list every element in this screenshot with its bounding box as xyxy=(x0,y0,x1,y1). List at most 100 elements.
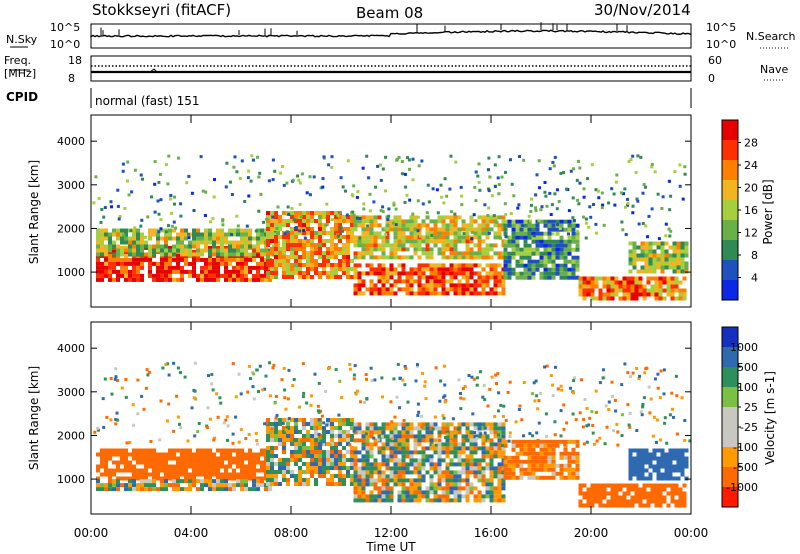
echo-cell xyxy=(264,265,268,270)
echo-cell xyxy=(334,482,338,486)
echo-cell xyxy=(164,472,168,477)
echo-cell xyxy=(180,265,184,270)
echo-cell xyxy=(326,251,330,255)
echo-cell xyxy=(212,257,216,262)
echo-cell xyxy=(429,482,434,487)
echo-cell xyxy=(100,448,104,453)
echo-cell xyxy=(270,267,274,271)
echo-cell xyxy=(656,456,661,461)
echo-cell xyxy=(664,253,669,258)
echo-cell xyxy=(413,426,418,431)
echo-cell xyxy=(276,205,280,209)
echo-cell xyxy=(278,466,282,470)
echo-cell xyxy=(425,494,430,499)
echo-cell xyxy=(212,468,216,473)
echo-cell xyxy=(457,378,461,382)
echo-cell xyxy=(260,476,264,481)
echo-cell xyxy=(326,450,330,454)
echo-cell xyxy=(192,396,196,400)
echo-cell xyxy=(639,410,643,414)
echo-cell xyxy=(409,422,414,427)
echo-cell xyxy=(535,259,540,264)
echo-cell xyxy=(680,249,685,254)
echo-cell xyxy=(129,229,133,233)
echo-cell xyxy=(437,430,442,435)
echo-cell xyxy=(439,379,443,383)
echo-cell xyxy=(292,378,296,381)
echo-cell xyxy=(553,155,557,159)
echo-cell xyxy=(429,438,434,443)
echo-cell xyxy=(180,232,184,237)
echo-cell xyxy=(248,240,252,245)
echo-cell xyxy=(437,494,442,499)
echo-cell xyxy=(622,288,627,293)
echo-cell xyxy=(160,261,164,266)
echo-cell xyxy=(441,247,446,252)
echo-cell xyxy=(326,259,330,263)
echo-cell xyxy=(664,452,669,457)
echo-cell xyxy=(282,434,286,438)
echo-cell xyxy=(519,447,524,452)
echo-cell xyxy=(338,231,342,235)
echo-cell xyxy=(507,275,512,280)
noise-left-label: N.Sky xyxy=(6,33,38,46)
echo-cell xyxy=(255,368,259,372)
echo-cell xyxy=(515,263,520,268)
echo-cell xyxy=(417,223,422,228)
echo-cell xyxy=(640,476,645,481)
echo-cell xyxy=(631,154,635,158)
echo-cell xyxy=(656,257,661,262)
echo-cell xyxy=(527,251,532,256)
echo-cell xyxy=(365,470,370,475)
echo-cell xyxy=(172,429,176,433)
echo-cell xyxy=(310,438,314,442)
echo-cell xyxy=(284,407,288,411)
echo-cell xyxy=(200,248,204,253)
echo-cell xyxy=(342,227,346,231)
echo-cell xyxy=(192,269,196,274)
echo-cell xyxy=(413,223,418,228)
echo-cell xyxy=(453,430,458,435)
echo-cell xyxy=(598,499,603,504)
echo-cell xyxy=(602,223,606,227)
echo-cell xyxy=(248,228,252,233)
echo-cell xyxy=(511,471,516,476)
echo-cell xyxy=(153,182,157,186)
echo-cell xyxy=(421,287,426,292)
echo-cell xyxy=(114,375,118,379)
echo-cell xyxy=(531,223,536,228)
echo-cell xyxy=(515,235,520,240)
echo-cell xyxy=(519,439,524,444)
echo-cell xyxy=(350,235,354,239)
echo-cell xyxy=(433,235,438,240)
echo-cell xyxy=(330,478,334,482)
echo-cell xyxy=(478,188,482,192)
echo-cell xyxy=(256,232,260,237)
echo-cell xyxy=(654,487,659,492)
echo-cell xyxy=(405,478,410,483)
echo-cell xyxy=(385,458,390,463)
echo-cell xyxy=(594,483,599,488)
echo-cell xyxy=(549,213,553,216)
echo-cell xyxy=(108,487,112,492)
echo-cell xyxy=(369,430,374,435)
echo-cell xyxy=(176,456,180,461)
echo-cell xyxy=(421,239,426,244)
echo-cell xyxy=(614,499,619,504)
echo-cell xyxy=(204,456,208,461)
echo-cell xyxy=(326,211,330,215)
echo-cell xyxy=(298,271,302,275)
echo-cell xyxy=(387,207,391,211)
echo-cell xyxy=(626,296,631,301)
echo-cell xyxy=(461,287,466,292)
echo-cell xyxy=(670,276,675,281)
echo-cell xyxy=(342,247,346,251)
echo-cell xyxy=(405,450,410,455)
echo-cell xyxy=(350,231,354,235)
echo-cell xyxy=(637,222,641,226)
echo-cell xyxy=(575,243,580,248)
echo-cell xyxy=(326,458,330,462)
echo-cell xyxy=(216,236,220,241)
echo-cell xyxy=(630,487,635,492)
echo-cell xyxy=(164,487,168,492)
